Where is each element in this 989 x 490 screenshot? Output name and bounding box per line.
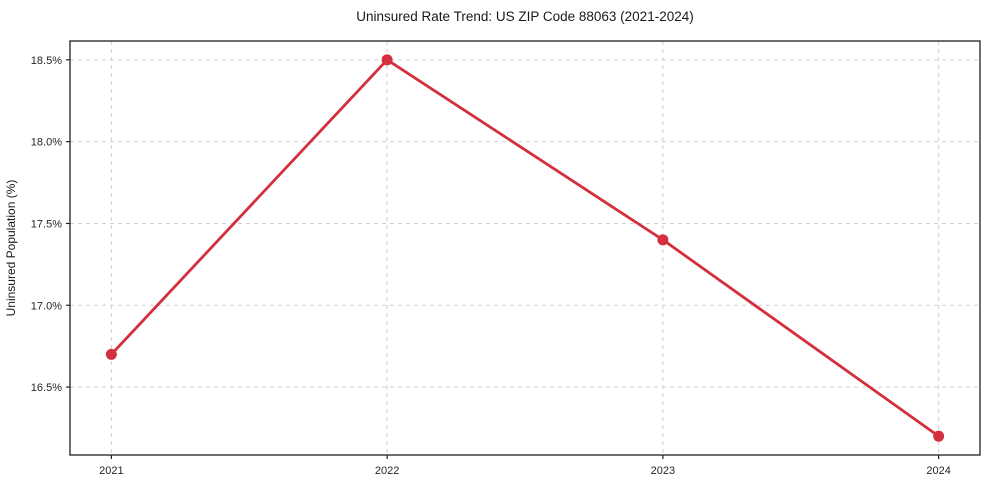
y-tick-label: 16.5% — [31, 382, 62, 394]
x-tick-label: 2024 — [926, 465, 950, 477]
chart-title: Uninsured Rate Trend: US ZIP Code 88063 … — [356, 9, 693, 24]
x-tick-label: 2023 — [651, 465, 675, 477]
data-point — [933, 430, 945, 442]
series-layer — [105, 54, 945, 442]
tick-layer: 16.5% 17.0% 17.5% 18.0% 18.5% 2021 2022 2023 202… — [31, 55, 951, 477]
y-tick-label: 18.0% — [31, 137, 62, 149]
x-tick-label: 2022 — [375, 465, 399, 477]
y-tick-label: 17.5% — [31, 218, 62, 230]
y-axis-label: Uninsured Population (%) — [4, 180, 18, 317]
data-point — [657, 234, 669, 246]
data-point — [381, 54, 393, 66]
trend-line — [109, 58, 941, 438]
x-tick-label: 2021 — [99, 465, 123, 477]
grid-layer — [70, 41, 980, 455]
plot-area — [69, 40, 981, 456]
data-point — [105, 348, 117, 360]
y-tick-label: 18.5% — [31, 55, 62, 67]
y-tick-label: 17.0% — [31, 300, 62, 312]
